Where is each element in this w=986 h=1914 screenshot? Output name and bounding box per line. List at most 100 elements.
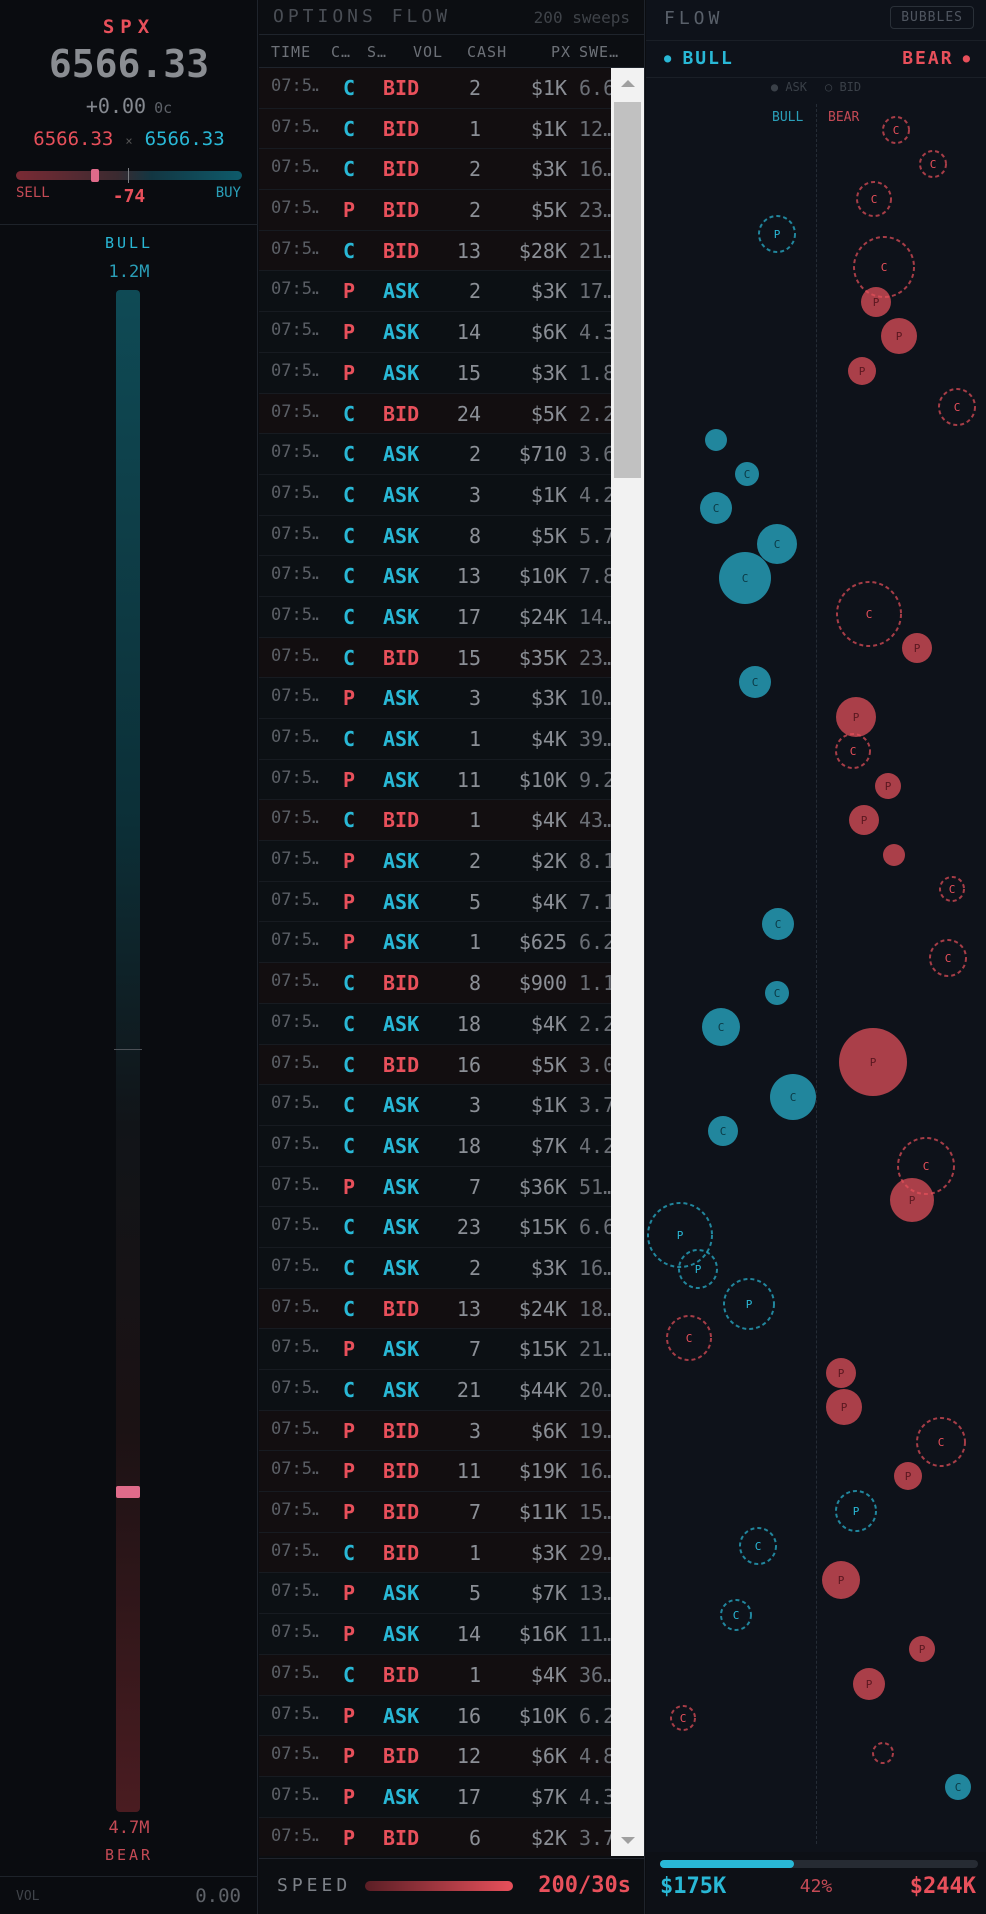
col-sweep[interactable]: SWE… <box>579 43 620 61</box>
flow-row[interactable]: 07:5… C BID 1 $3K 29… <box>259 1532 611 1574</box>
flow-bubble[interactable]: C <box>945 1774 971 1800</box>
flow-row[interactable]: 07:5… P ASK 17 $7K 4.3 <box>259 1776 611 1818</box>
flow-bubble[interactable] <box>883 844 905 866</box>
flow-row[interactable]: 07:5… P ASK 3 $3K 10… <box>259 678 611 719</box>
flow-bubble[interactable]: C <box>666 1315 712 1361</box>
flow-row[interactable]: 07:5… C BID 13 $24K 18… <box>259 1288 611 1330</box>
col-time[interactable]: TIME <box>271 43 312 61</box>
flow-bubble[interactable]: C <box>670 1705 696 1731</box>
flow-row[interactable]: 07:5… C BID 16 $5K 3.0 <box>259 1044 611 1086</box>
col-side[interactable]: S… <box>367 43 388 61</box>
flow-row[interactable]: 07:5… C BID 2 $3K 16… <box>259 149 611 191</box>
flow-row[interactable]: 07:5… C BID 1 $4K 43… <box>259 800 611 842</box>
flow-bubble[interactable]: P <box>758 215 796 253</box>
flow-bubble[interactable]: P <box>826 1389 862 1425</box>
flow-row[interactable]: 07:5… C ASK 3 $1K 3.7 <box>259 1085 611 1126</box>
flow-row[interactable]: 07:5… P ASK 15 $3K 1.8 <box>259 352 611 394</box>
flow-bubble[interactable]: C <box>765 981 789 1005</box>
col-cash[interactable]: CASH <box>467 43 508 61</box>
flow-row[interactable]: 07:5… P ASK 5 $7K 13… <box>259 1573 611 1615</box>
flow-bubble[interactable]: C <box>739 666 771 698</box>
flow-bubble[interactable]: C <box>762 908 794 940</box>
flow-row[interactable]: 07:5… C ASK 1 $4K 39… <box>259 719 611 760</box>
flow-bubble[interactable]: C <box>939 876 965 902</box>
flow-bubble[interactable]: P <box>835 1490 877 1532</box>
scrollbar-thumb[interactable] <box>614 102 641 478</box>
flow-row[interactable]: 07:5… P BID 11 $19K 16… <box>259 1451 611 1493</box>
flow-bubble[interactable]: P <box>836 697 876 737</box>
flow-row[interactable]: 07:5… P ASK 2 $2K 8.1 <box>259 841 611 882</box>
flow-bubble[interactable]: P <box>723 1278 775 1330</box>
flow-bubble[interactable]: C <box>856 181 892 217</box>
flow-row[interactable]: 07:5… C ASK 18 $7K 4.2 <box>259 1125 611 1167</box>
flow-row[interactable]: 07:5… P ASK 7 $36K 51… <box>259 1166 611 1208</box>
flow-row[interactable]: 07:5… C ASK 18 $4K 2.2 <box>259 1003 611 1045</box>
flow-row[interactable]: 07:5… P ASK 2 $3K 17… <box>259 271 611 313</box>
flow-row[interactable]: 07:5… C ASK 17 $24K 14… <box>259 596 611 638</box>
flow-bubble[interactable]: C <box>835 733 871 769</box>
flow-bubble[interactable]: C <box>720 1599 752 1631</box>
col-px[interactable]: PX <box>551 43 572 61</box>
flow-bubble[interactable]: C <box>929 939 967 977</box>
flow-row[interactable]: 07:5… C ASK 3 $1K 4.2 <box>259 474 611 516</box>
scrollbar[interactable] <box>611 68 644 1856</box>
flow-row[interactable]: 07:5… P BID 7 $11K 15… <box>259 1492 611 1533</box>
flow-row[interactable]: 07:5… P ASK 16 $10K 6.2 <box>259 1695 611 1737</box>
flow-bubble[interactable] <box>872 1742 894 1764</box>
flow-bubble[interactable]: P <box>678 1249 718 1289</box>
flow-bubble[interactable]: C <box>770 1074 816 1120</box>
flow-row[interactable]: 07:5… C ASK 21 $44K 20… <box>259 1370 611 1411</box>
flow-bubble[interactable]: C <box>700 492 732 524</box>
flow-bubble[interactable]: P <box>902 633 932 663</box>
flow-bubble[interactable]: P <box>839 1028 907 1096</box>
flow-row[interactable]: 07:5… C ASK 2 $3K 16… <box>259 1247 611 1289</box>
flow-bubble[interactable]: C <box>757 524 797 564</box>
flow-row[interactable]: 07:5… C ASK 13 $10K 7.8 <box>259 556 611 597</box>
flow-bubble[interactable]: C <box>708 1116 738 1146</box>
flow-row[interactable]: 07:5… C ASK 23 $15K 6.6 <box>259 1207 611 1248</box>
flow-bubble[interactable]: C <box>916 1417 966 1467</box>
flow-bubble[interactable]: C <box>739 1527 777 1565</box>
flow-row[interactable]: 07:5… C BID 15 $35K 23… <box>259 637 611 679</box>
flow-row[interactable]: 07:5… P ASK 11 $10K 9.2 <box>259 759 611 801</box>
flow-row[interactable]: 07:5… C BID 13 $28K 21… <box>259 230 611 272</box>
flow-bubble[interactable]: P <box>647 1202 713 1268</box>
flow-bubble[interactable] <box>705 429 727 451</box>
flow-row[interactable]: 07:5… P BID 3 $6K 19… <box>259 1410 611 1452</box>
col-vol[interactable]: VOL <box>413 43 444 61</box>
col-cp[interactable]: C… <box>331 43 352 61</box>
flow-row[interactable]: 07:5… C BID 1 $1K 12… <box>259 108 611 150</box>
flow-bubble[interactable]: C <box>702 1008 740 1046</box>
flow-bubble[interactable]: C <box>882 116 910 144</box>
flow-bubble[interactable]: P <box>822 1561 860 1599</box>
flow-row[interactable]: 07:5… C BID 1 $4K 36… <box>259 1654 611 1696</box>
flow-bubble[interactable]: P <box>826 1358 856 1388</box>
flow-row[interactable]: 07:5… C BID 8 $900 1.1 <box>259 963 611 1004</box>
flow-bubble[interactable]: C <box>919 150 947 178</box>
flow-bubble[interactable]: C <box>853 236 915 298</box>
flow-row[interactable]: 07:5… P ASK 7 $15K 21… <box>259 1329 611 1370</box>
flow-bubble[interactable]: P <box>849 805 879 835</box>
flow-bubble[interactable]: C <box>836 581 902 647</box>
flow-row[interactable]: 07:5… P ASK 14 $6K 4.3 <box>259 312 611 353</box>
flow-row[interactable]: 07:5… C ASK 8 $5K 5.7 <box>259 515 611 557</box>
bubbles-toggle-button[interactable]: BUBBLES <box>890 6 974 29</box>
flow-row[interactable]: 07:5… C ASK 2 $710 3.6 <box>259 434 611 475</box>
flow-bubble[interactable]: P <box>853 1668 885 1700</box>
scroll-up-icon[interactable] <box>621 80 635 87</box>
flow-row[interactable]: 07:5… P BID 6 $2K 3.7 <box>259 1817 611 1856</box>
flow-row[interactable]: 07:5… P BID 2 $5K 23… <box>259 190 611 231</box>
flow-bubble[interactable]: P <box>875 773 901 799</box>
flow-row[interactable]: 07:5… P ASK 5 $4K 7.1 <box>259 881 611 923</box>
flow-row[interactable]: 07:5… C BID 2 $1K 6.6 <box>259 68 611 109</box>
flow-bubble[interactable]: P <box>881 318 917 354</box>
flow-bubble[interactable]: C <box>719 552 771 604</box>
flow-bubble[interactable]: P <box>894 1462 922 1490</box>
flow-bubble[interactable]: C <box>735 462 759 486</box>
flow-bubble[interactable]: C <box>938 388 976 426</box>
flow-bubble[interactable]: P <box>848 357 876 385</box>
flow-bubble[interactable]: P <box>861 287 891 317</box>
flow-bubble[interactable]: P <box>909 1636 935 1662</box>
flow-bubble[interactable]: P <box>890 1178 934 1222</box>
flow-row[interactable]: 07:5… P ASK 1 $625 6.2 <box>259 922 611 964</box>
